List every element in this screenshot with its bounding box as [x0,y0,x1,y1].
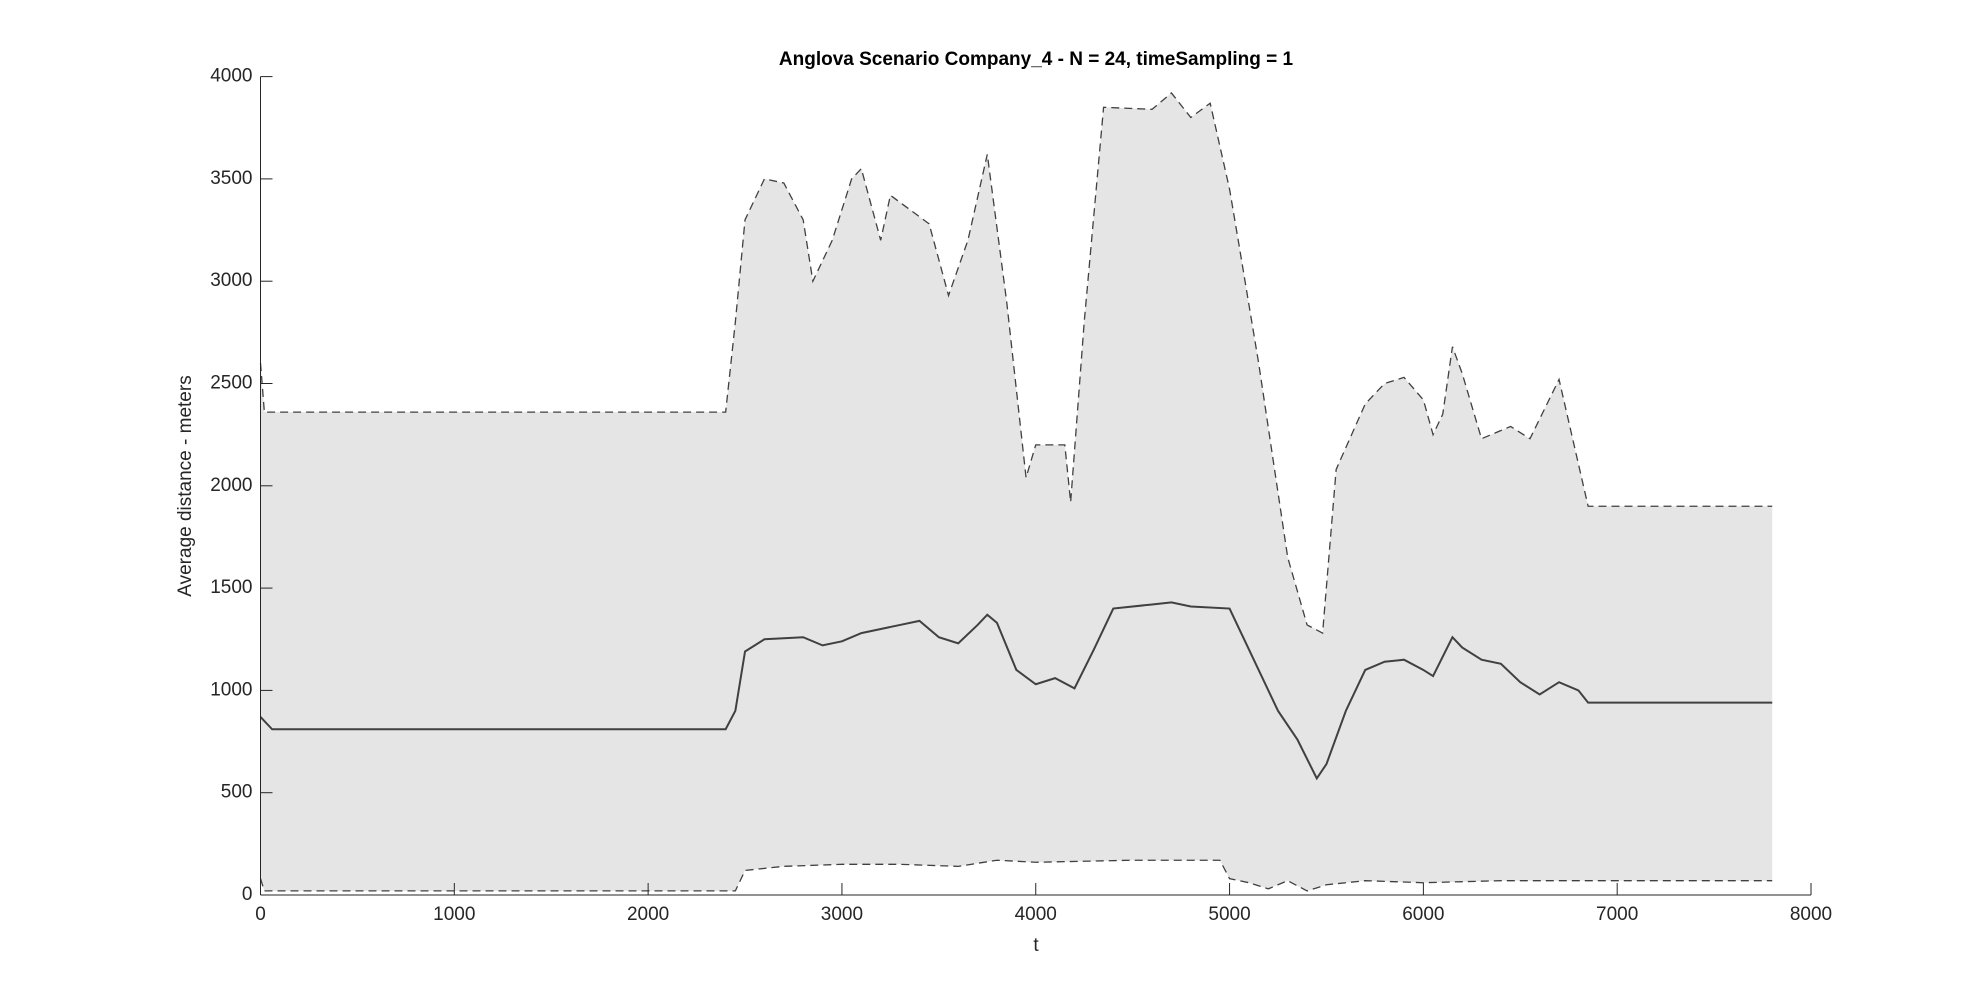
y-tick-label: 500 [221,782,253,803]
band-fill [260,92,1773,891]
y-tick-label: 1000 [210,679,252,700]
x-tick-label: 1000 [433,904,475,925]
mean-line [259,601,1773,781]
x-tick-label: 3000 [821,904,863,925]
x-axis-label: t [1033,935,1039,956]
y-tick-label: 2500 [210,373,252,394]
x-tick-label: 8000 [1790,904,1832,925]
y-tick-label: 4000 [210,66,252,87]
x-tick-label: 0 [255,904,266,925]
y-tick-label: 3500 [210,168,252,189]
y-tick-label: 2000 [210,475,252,496]
y-tick-label: 0 [242,884,253,905]
bound-line [259,859,1773,892]
x-tick-label: 2000 [627,904,669,925]
x-tick-label: 6000 [1402,904,1444,925]
y-tick-label: 1500 [210,577,252,598]
x-tick-label: 4000 [1015,904,1057,925]
bound-line [259,92,1773,635]
y-axis-label: Average distance - meters [175,375,196,596]
x-tick-label: 5000 [1208,904,1250,925]
chart-title: Anglova Scenario Company_4 - N = 24, tim… [779,49,1294,70]
x-tick-label: 7000 [1596,904,1638,925]
y-tick-label: 3000 [210,270,252,291]
